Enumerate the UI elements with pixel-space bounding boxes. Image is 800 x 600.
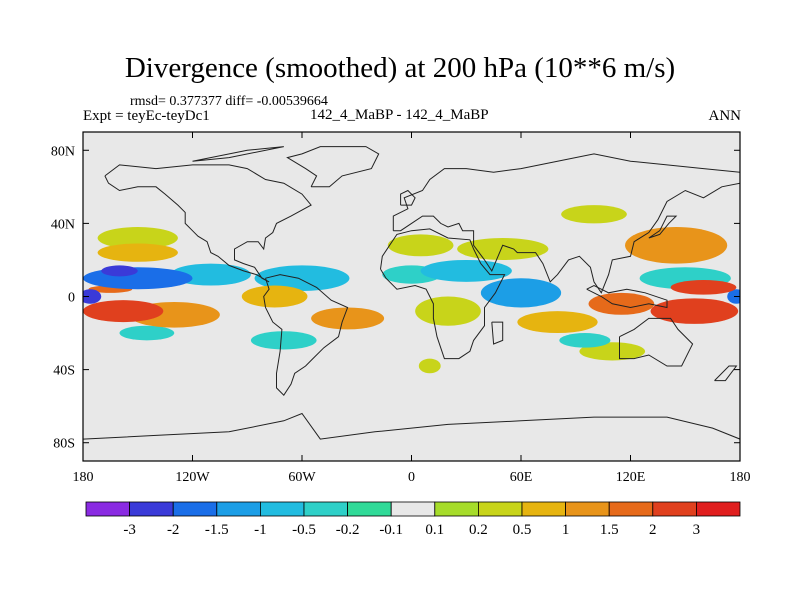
- x-tick-label: 60E: [510, 470, 533, 485]
- field-contour-24: [83, 267, 193, 290]
- field-contour-4: [250, 331, 317, 350]
- colorbar-swatch-10: [521, 501, 566, 517]
- coastline-indonesia: [586, 284, 668, 309]
- colorbar-swatch-14: [696, 501, 741, 517]
- coastline-uk: [400, 189, 416, 206]
- colorbar-label: -1.5: [205, 522, 229, 538]
- x-tick-label: 120E: [616, 470, 646, 485]
- field-contour-30: [83, 289, 102, 304]
- coastline-south-america: [263, 274, 349, 396]
- colorbar-swatch-7: [390, 501, 436, 517]
- axis-ticks: 180 120W 60W 0 60E 120E 180 80N 40N 0 40S 80S: [51, 132, 751, 485]
- colorbar-swatch-8: [434, 501, 479, 517]
- coastline-eurasia: [392, 153, 740, 294]
- coastline-layer: [83, 146, 740, 440]
- coastline-north-america: [104, 164, 312, 283]
- rmsd-diff-label: rmsd= 0.377377 diff= -0.00539664: [130, 94, 328, 109]
- y-tick-label: 0: [68, 291, 75, 306]
- coastline-madagascar: [491, 321, 504, 345]
- field-contour-12: [97, 243, 178, 262]
- field-contour-0: [561, 205, 627, 224]
- case-label: 142_4_MaBP - 142_4_MaBP: [310, 107, 489, 123]
- field-contour-28: [650, 298, 739, 324]
- colorbar-label: -0.1: [379, 522, 403, 538]
- colorbar-swatch-5: [303, 501, 348, 517]
- x-tick-label: 180: [730, 470, 751, 485]
- colorbar-label: 1: [562, 522, 570, 538]
- coastline-antarctica: [83, 412, 740, 440]
- field-contour-13: [517, 311, 598, 334]
- y-tick-label: 80N: [51, 144, 75, 159]
- colorbar-swatch-2: [172, 501, 218, 517]
- field-contour-5: [559, 333, 611, 348]
- colorbar-swatch-4: [259, 501, 305, 517]
- field-contour-16: [420, 259, 512, 282]
- coastline-africa: [380, 228, 506, 360]
- coastline-greenland: [286, 146, 380, 188]
- colorbar-label: 3: [693, 522, 701, 538]
- colorbar-label: -2: [167, 522, 180, 538]
- colorbar-label: -0.5: [292, 522, 316, 538]
- season-label: ANN: [708, 108, 742, 124]
- field-contour-7: [387, 234, 454, 257]
- colorbar-label: -0.2: [336, 522, 360, 538]
- coastline-japan: [648, 215, 678, 239]
- chart-title: Divergence (smoothed) at 200 hPa (10**6 …: [124, 52, 676, 84]
- colorbar-label: 2: [649, 522, 657, 538]
- field-contour-18: [625, 227, 728, 264]
- coastline-arctic-islands: [192, 146, 284, 162]
- field-contour-9: [418, 358, 441, 374]
- x-tick-label: 180: [73, 470, 94, 485]
- field-contour-23: [588, 292, 655, 315]
- colorbar-swatch-13: [652, 501, 697, 517]
- y-tick-label: 80S: [53, 437, 75, 452]
- colorbar-swatch-11: [565, 501, 610, 517]
- field-contour-20: [480, 278, 562, 308]
- field-contour-19: [311, 307, 385, 330]
- colorbar-swatch-9: [477, 501, 523, 517]
- field-contour-15: [254, 265, 350, 292]
- coastline-australia: [619, 317, 694, 367]
- colorbar-label: 0.5: [513, 522, 532, 538]
- colorbar-label: 1.5: [600, 522, 619, 538]
- x-tick-label: 120W: [175, 470, 210, 485]
- colorbar-label: -1: [254, 522, 267, 538]
- field-contour-26: [101, 265, 138, 277]
- field-contour-17: [241, 285, 308, 308]
- colorbar-swatch-3: [216, 501, 261, 517]
- colorbar-swatch-12: [608, 501, 654, 517]
- field-contour-8: [415, 296, 481, 326]
- field-contour-6: [119, 325, 175, 341]
- coastline-new-zealand: [714, 365, 738, 382]
- colorbar-swatch-1: [129, 501, 174, 517]
- x-tick-label: 60W: [288, 470, 316, 485]
- colorbar: -3 -2 -1.5 -1 -0.5 -0.2 -0.1 0.1 0.2 0.5 1 1.5 2 3: [85, 501, 741, 538]
- experiment-label: Expt = teyEc-teyDc1: [83, 108, 210, 124]
- colorbar-label: 0.2: [469, 522, 488, 538]
- colorbar-label: -3: [123, 522, 136, 538]
- field-contour-25: [727, 289, 740, 304]
- field-contour-3: [97, 227, 178, 249]
- field-layer: [83, 205, 740, 374]
- field-contour-27: [670, 280, 737, 295]
- colorbar-swatch-6: [347, 501, 392, 517]
- field-contour-29: [83, 300, 164, 323]
- colorbar-swatch-0: [85, 501, 130, 517]
- colorbar-label: 0.1: [425, 522, 444, 538]
- y-tick-label: 40N: [51, 217, 75, 232]
- x-tick-label: 0: [408, 470, 415, 485]
- y-tick-label: 40S: [53, 364, 75, 379]
